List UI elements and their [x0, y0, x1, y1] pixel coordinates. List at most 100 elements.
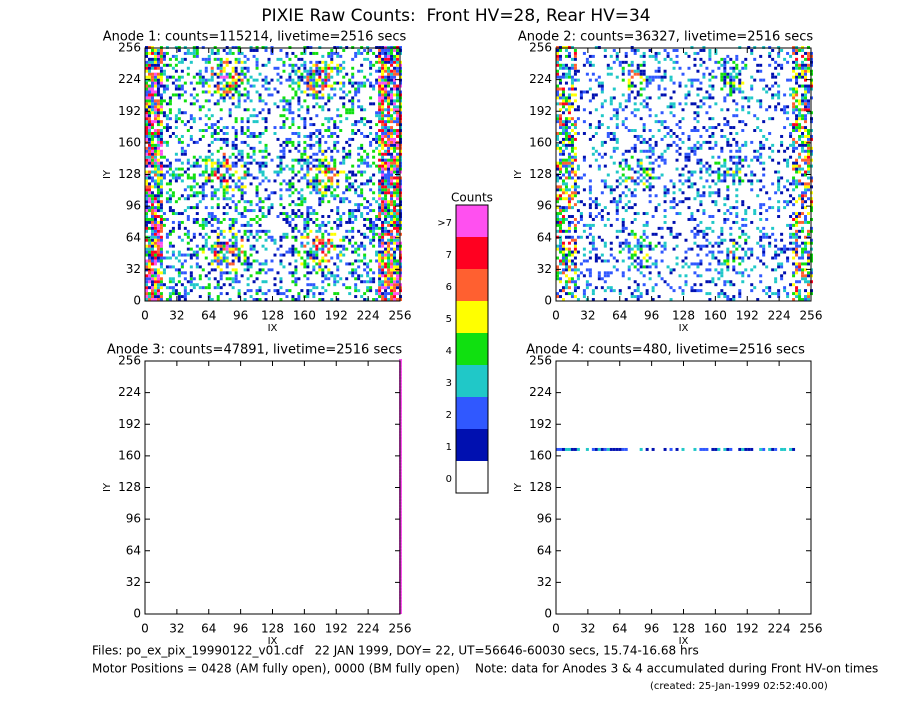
heatmap-cell — [556, 244, 559, 248]
heatmap-cell — [666, 126, 670, 130]
heatmap-cell — [165, 84, 169, 88]
heatmap-cell — [576, 176, 580, 180]
heatmap-cell — [384, 229, 388, 233]
heatmap-cell — [321, 84, 325, 88]
heatmap-cell — [597, 120, 601, 124]
heatmap-cell — [282, 265, 286, 269]
heatmap-cell — [288, 182, 292, 186]
heatmap-cell — [145, 117, 148, 121]
heatmap-cell — [720, 250, 724, 254]
heatmap-cell — [312, 256, 316, 260]
heatmap-cell — [624, 179, 628, 183]
heatmap-cell — [339, 87, 343, 91]
heatmap-cell — [393, 298, 397, 301]
heatmap-cell — [318, 60, 322, 64]
heatmap-cell — [618, 250, 622, 254]
files-note: Files: po_ex_pix_19990122_v01.cdf 22 JAN… — [92, 644, 699, 658]
heatmap-cell — [609, 241, 613, 245]
heatmap-cell — [387, 283, 391, 287]
heatmap-cell — [192, 191, 196, 195]
heatmap-cell — [162, 271, 166, 275]
heatmap-cell — [375, 81, 379, 85]
heatmap-cell — [348, 188, 352, 192]
heatmap-cell — [594, 126, 598, 130]
heatmap-cell — [567, 197, 571, 201]
heatmap-cell — [384, 123, 388, 127]
heatmap-cell — [303, 223, 307, 227]
heatmap-cell — [201, 182, 205, 186]
heatmap-cell — [156, 182, 160, 186]
heatmap-cell — [336, 179, 340, 183]
heatmap-cell — [183, 152, 187, 156]
heatmap-cell — [243, 164, 247, 168]
heatmap-cell — [744, 232, 748, 236]
heatmap-cell — [159, 81, 163, 85]
heatmap-cell — [303, 176, 307, 180]
heatmap-cell — [354, 271, 358, 275]
heatmap-cell — [168, 206, 172, 210]
heatmap-cell — [570, 143, 574, 147]
heatmap-cell — [396, 265, 400, 269]
heatmap-cell — [393, 262, 397, 266]
heatmap-cell — [246, 220, 250, 224]
heatmap-cell — [561, 152, 565, 156]
heatmap-cell — [279, 164, 283, 168]
heatmap-cell — [726, 253, 730, 257]
heatmap-cell — [177, 197, 181, 201]
heatmap-cell — [723, 292, 727, 296]
heatmap-cell — [186, 241, 190, 245]
heatmap-cell — [153, 253, 157, 257]
heatmap-cell — [159, 137, 163, 141]
heatmap-cell — [369, 60, 373, 64]
heatmap-cell — [213, 215, 217, 218]
heatmap-cell — [315, 69, 319, 73]
heatmap-cell — [615, 268, 619, 272]
heatmap-cell — [594, 259, 598, 263]
heatmap-cell — [696, 93, 700, 97]
heatmap-cell — [345, 140, 349, 144]
heatmap-cell — [159, 292, 163, 296]
heatmap-cell — [279, 170, 283, 174]
heatmap-cell — [243, 229, 247, 233]
heatmap-cell — [378, 78, 382, 82]
heatmap-cell — [255, 63, 259, 67]
heatmap-cell — [357, 81, 361, 85]
heatmap-cell — [228, 96, 232, 100]
heatmap-cell — [558, 161, 562, 165]
heatmap-cell — [594, 256, 598, 260]
heatmap-cell — [327, 259, 331, 263]
heatmap-cell — [303, 217, 307, 221]
heatmap-cell — [393, 69, 397, 73]
heatmap-cell — [312, 72, 316, 76]
heatmap-cell — [564, 164, 568, 168]
heatmap-cell — [216, 90, 220, 94]
heatmap-cell — [183, 295, 187, 299]
heatmap-cell — [303, 197, 307, 201]
heatmap-cell — [303, 265, 307, 269]
heatmap-cell — [600, 179, 604, 183]
heatmap-cell — [639, 244, 643, 248]
heatmap-cell — [705, 280, 709, 284]
heatmap-cell — [687, 158, 691, 162]
heatmap-cell — [145, 298, 148, 301]
heatmap-cell — [147, 87, 151, 91]
heatmap-cell — [234, 206, 238, 210]
heatmap-cell — [723, 212, 727, 216]
heatmap-cell — [240, 215, 244, 218]
heatmap-cell — [147, 132, 151, 135]
heatmap-cell — [702, 140, 706, 144]
heatmap-cell — [159, 247, 163, 251]
heatmap-cell — [624, 161, 628, 165]
heatmap-cell — [153, 206, 157, 210]
heatmap-cell — [339, 197, 343, 201]
heatmap-cell — [393, 93, 397, 97]
heatmap-cell — [651, 170, 655, 174]
heatmap-cell — [159, 134, 163, 138]
heatmap-cell — [153, 161, 157, 165]
heatmap-cell — [318, 164, 322, 168]
heatmap-cell — [243, 132, 247, 135]
heatmap-cell — [150, 134, 154, 138]
heatmap-cell — [156, 63, 160, 67]
heatmap-cell — [729, 238, 733, 242]
heatmap-cell — [147, 90, 151, 94]
